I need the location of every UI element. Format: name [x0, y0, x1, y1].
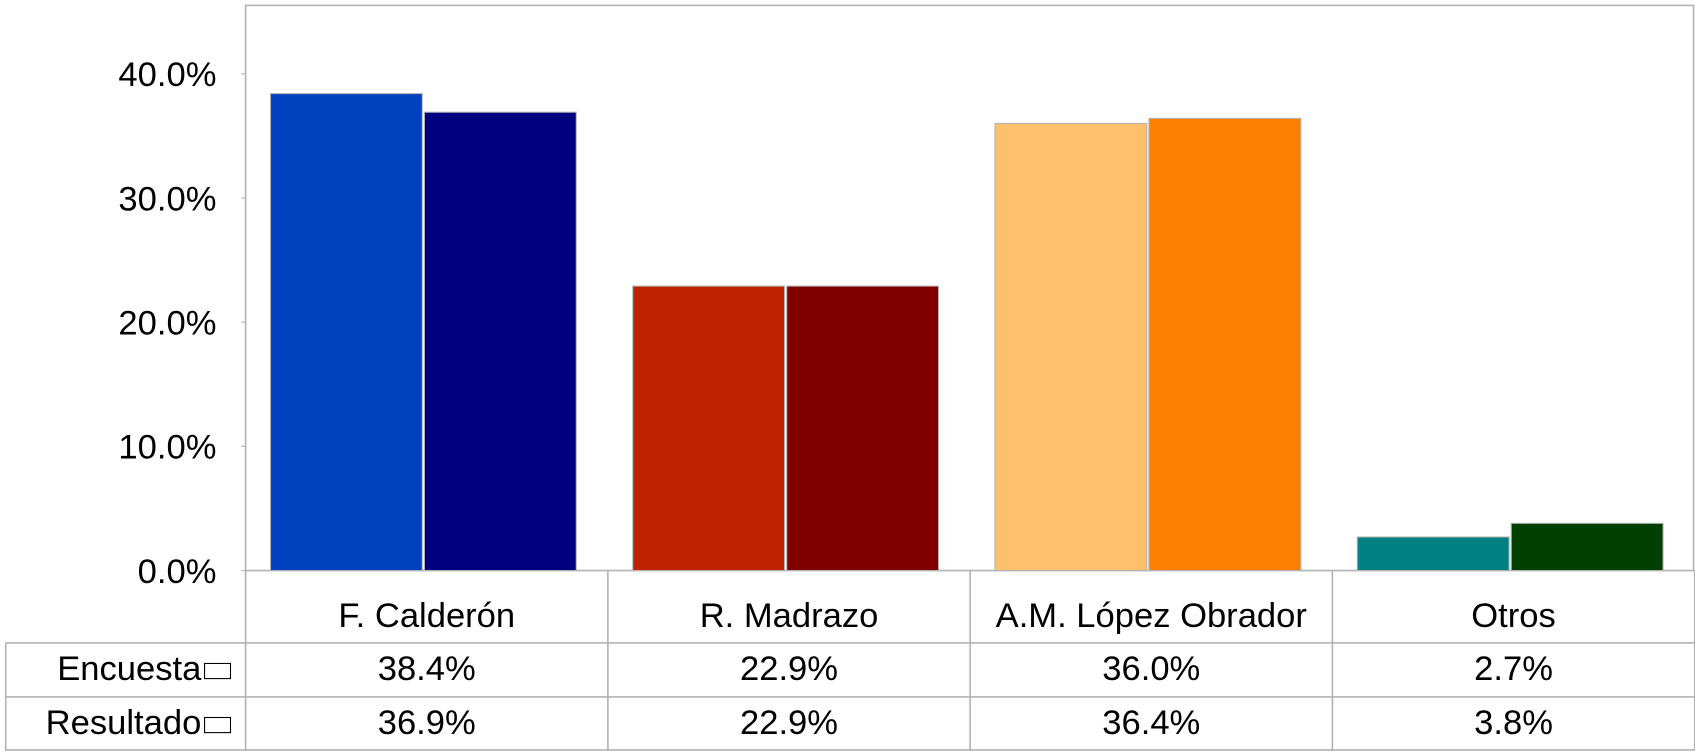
y-tick-label: 30.0%: [118, 180, 216, 218]
legend-swatch: [204, 716, 232, 734]
y-tick-label: 40.0%: [118, 56, 216, 94]
y-tick-label: 0.0%: [138, 553, 217, 591]
legend-label: Encuesta: [57, 650, 202, 688]
value-label: 22.9%: [740, 704, 838, 742]
x-tick-label: A.M. López Obrador: [996, 597, 1307, 635]
value-label: 38.4%: [378, 650, 476, 688]
y-tick-label: 10.0%: [118, 429, 216, 467]
bar: [994, 122, 1148, 572]
bar: [423, 111, 577, 572]
bar: [632, 285, 786, 572]
value-label: 36.4%: [1102, 704, 1200, 742]
bar: [1148, 117, 1302, 572]
legend-swatch: [204, 662, 232, 680]
value-label: 2.7%: [1474, 650, 1553, 688]
bar: [1356, 536, 1510, 572]
value-label: 3.8%: [1474, 704, 1553, 742]
bar: [269, 93, 423, 572]
y-tick-label: 20.0%: [118, 304, 216, 342]
bar: [1510, 522, 1664, 572]
value-label: 22.9%: [740, 650, 838, 688]
value-label: 36.9%: [378, 704, 476, 742]
legend-label: Resultado: [46, 704, 202, 742]
x-tick-label: Otros: [1471, 597, 1556, 635]
bar: [786, 285, 940, 572]
x-tick-label: R. Madrazo: [700, 597, 879, 635]
x-tick-label: F. Calderón: [338, 597, 515, 635]
value-label: 36.0%: [1102, 650, 1200, 688]
